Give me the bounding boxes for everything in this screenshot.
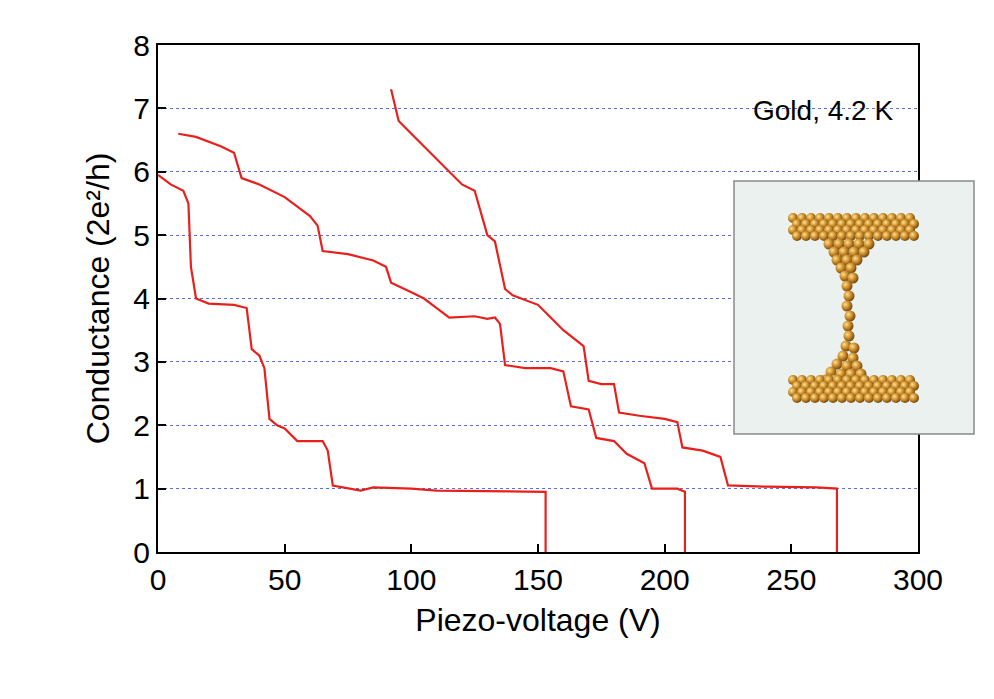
svg-text:6: 6 — [133, 155, 150, 188]
svg-text:0: 0 — [150, 563, 167, 596]
svg-text:3: 3 — [133, 345, 150, 378]
svg-text:200: 200 — [640, 563, 690, 596]
svg-text:1: 1 — [133, 472, 150, 505]
svg-text:Piezo-voltage (V): Piezo-voltage (V) — [415, 602, 660, 638]
svg-text:7: 7 — [133, 92, 150, 125]
svg-text:4: 4 — [133, 282, 150, 315]
svg-text:2: 2 — [133, 409, 150, 442]
svg-text:Conductance (2e²/h): Conductance (2e²/h) — [80, 153, 116, 445]
svg-text:50: 50 — [268, 563, 301, 596]
svg-text:250: 250 — [766, 563, 816, 596]
svg-text:150: 150 — [513, 563, 563, 596]
svg-text:8: 8 — [133, 29, 150, 62]
svg-text:5: 5 — [133, 219, 150, 252]
svg-text:100: 100 — [386, 563, 436, 596]
svg-text:300: 300 — [893, 563, 943, 596]
svg-text:0: 0 — [133, 536, 150, 569]
svg-text:Gold, 4.2 K: Gold, 4.2 K — [753, 95, 893, 126]
